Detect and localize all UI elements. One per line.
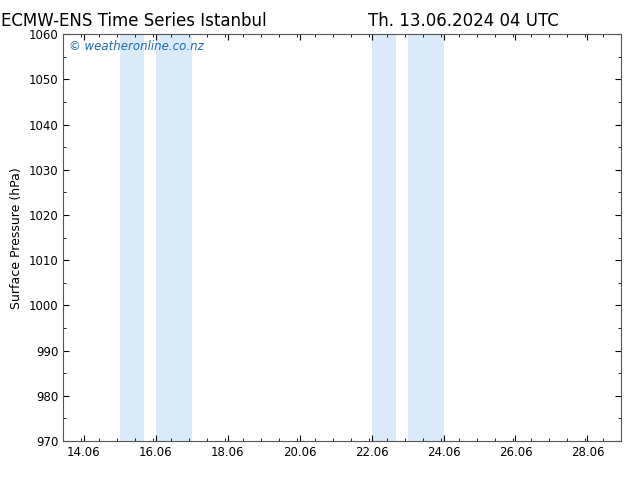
Bar (120, 34, 144, 441)
Text: Th. 13.06.2024 04 UTC: Th. 13.06.2024 04 UTC (368, 12, 559, 30)
Bar (155, 34, 191, 441)
Bar (372, 34, 396, 441)
Bar (408, 34, 444, 441)
Y-axis label: Surface Pressure (hPa): Surface Pressure (hPa) (10, 167, 23, 309)
Text: © weatheronline.co.nz: © weatheronline.co.nz (69, 40, 204, 53)
Text: ECMW-ENS Time Series Istanbul: ECMW-ENS Time Series Istanbul (1, 12, 266, 30)
